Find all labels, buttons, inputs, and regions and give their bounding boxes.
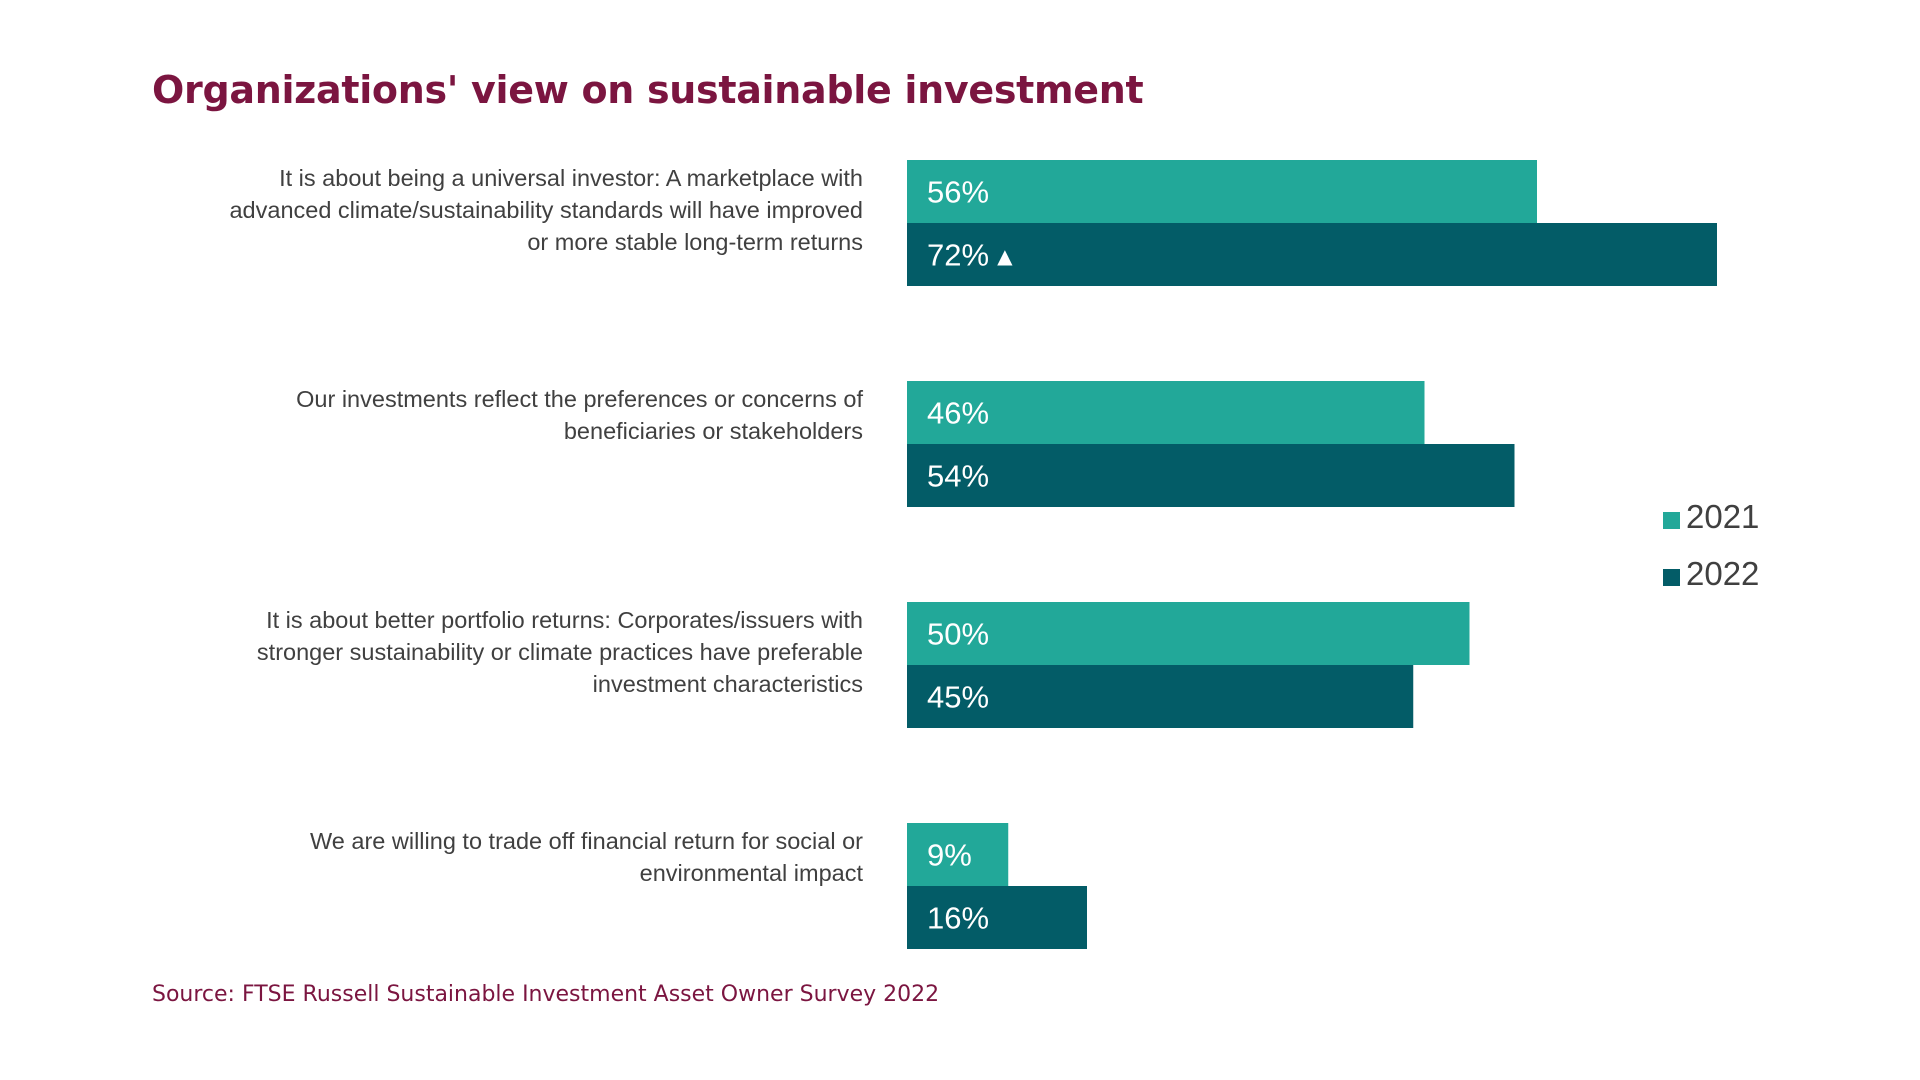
category-label: or more stable long-term returns (527, 229, 863, 255)
category-label: investment characteristics (593, 671, 863, 697)
up-triangle-icon: ▲ (992, 242, 1018, 272)
chart-title: Organizations' view on sustainable inves… (152, 68, 1144, 112)
legend-swatch-2021 (1663, 512, 1680, 529)
bar-2021-3 (907, 602, 1470, 665)
legend: 2021 2022 (1663, 498, 1759, 592)
value-label-2021-3: 50% (927, 617, 989, 652)
legend-label-2021: 2021 (1686, 498, 1759, 535)
category-label: It is about being a universal investor: … (279, 165, 863, 191)
category-label: We are willing to trade off financial re… (310, 828, 863, 854)
source-note: Source: FTSE Russell Sustainable Investm… (152, 982, 940, 1007)
bar-2021-2 (907, 381, 1425, 444)
bar-2022-4 (907, 886, 1087, 949)
legend-swatch-2022 (1663, 569, 1680, 586)
category-label: advanced climate/sustainability standard… (229, 197, 863, 223)
bars (907, 160, 1717, 949)
value-label-2021-4: 9% (927, 838, 972, 873)
bar-2021-1 (907, 160, 1537, 223)
value-label-2021-1: 56% (927, 175, 989, 210)
category-labels: It is about being a universal investor: … (229, 165, 863, 886)
value-label-2021-2: 46% (927, 396, 989, 431)
value-label-2022-2: 54% (927, 459, 989, 494)
bar-2022-1 (907, 223, 1717, 286)
category-label: It is about better portfolio returns: Co… (266, 607, 863, 633)
value-label-2022-3: 45% (927, 680, 989, 715)
value-label-2022-4: 16% (927, 901, 989, 936)
legend-label-2022: 2022 (1686, 555, 1759, 592)
category-label: Our investments reflect the preferences … (296, 386, 863, 412)
category-label: environmental impact (640, 860, 864, 886)
bar-2022-3 (907, 665, 1414, 728)
value-labels: 56% 72% ▲ 46% 54% 50% 45% 9% 16% (927, 175, 1018, 936)
bar-2021-4 (907, 823, 1009, 886)
value-label-2022-1: 72% ▲ (927, 238, 1018, 273)
category-label: beneficiaries or stakeholders (564, 418, 863, 444)
category-label: stronger sustainability or climate pract… (257, 639, 863, 665)
bar-2022-2 (907, 444, 1515, 507)
